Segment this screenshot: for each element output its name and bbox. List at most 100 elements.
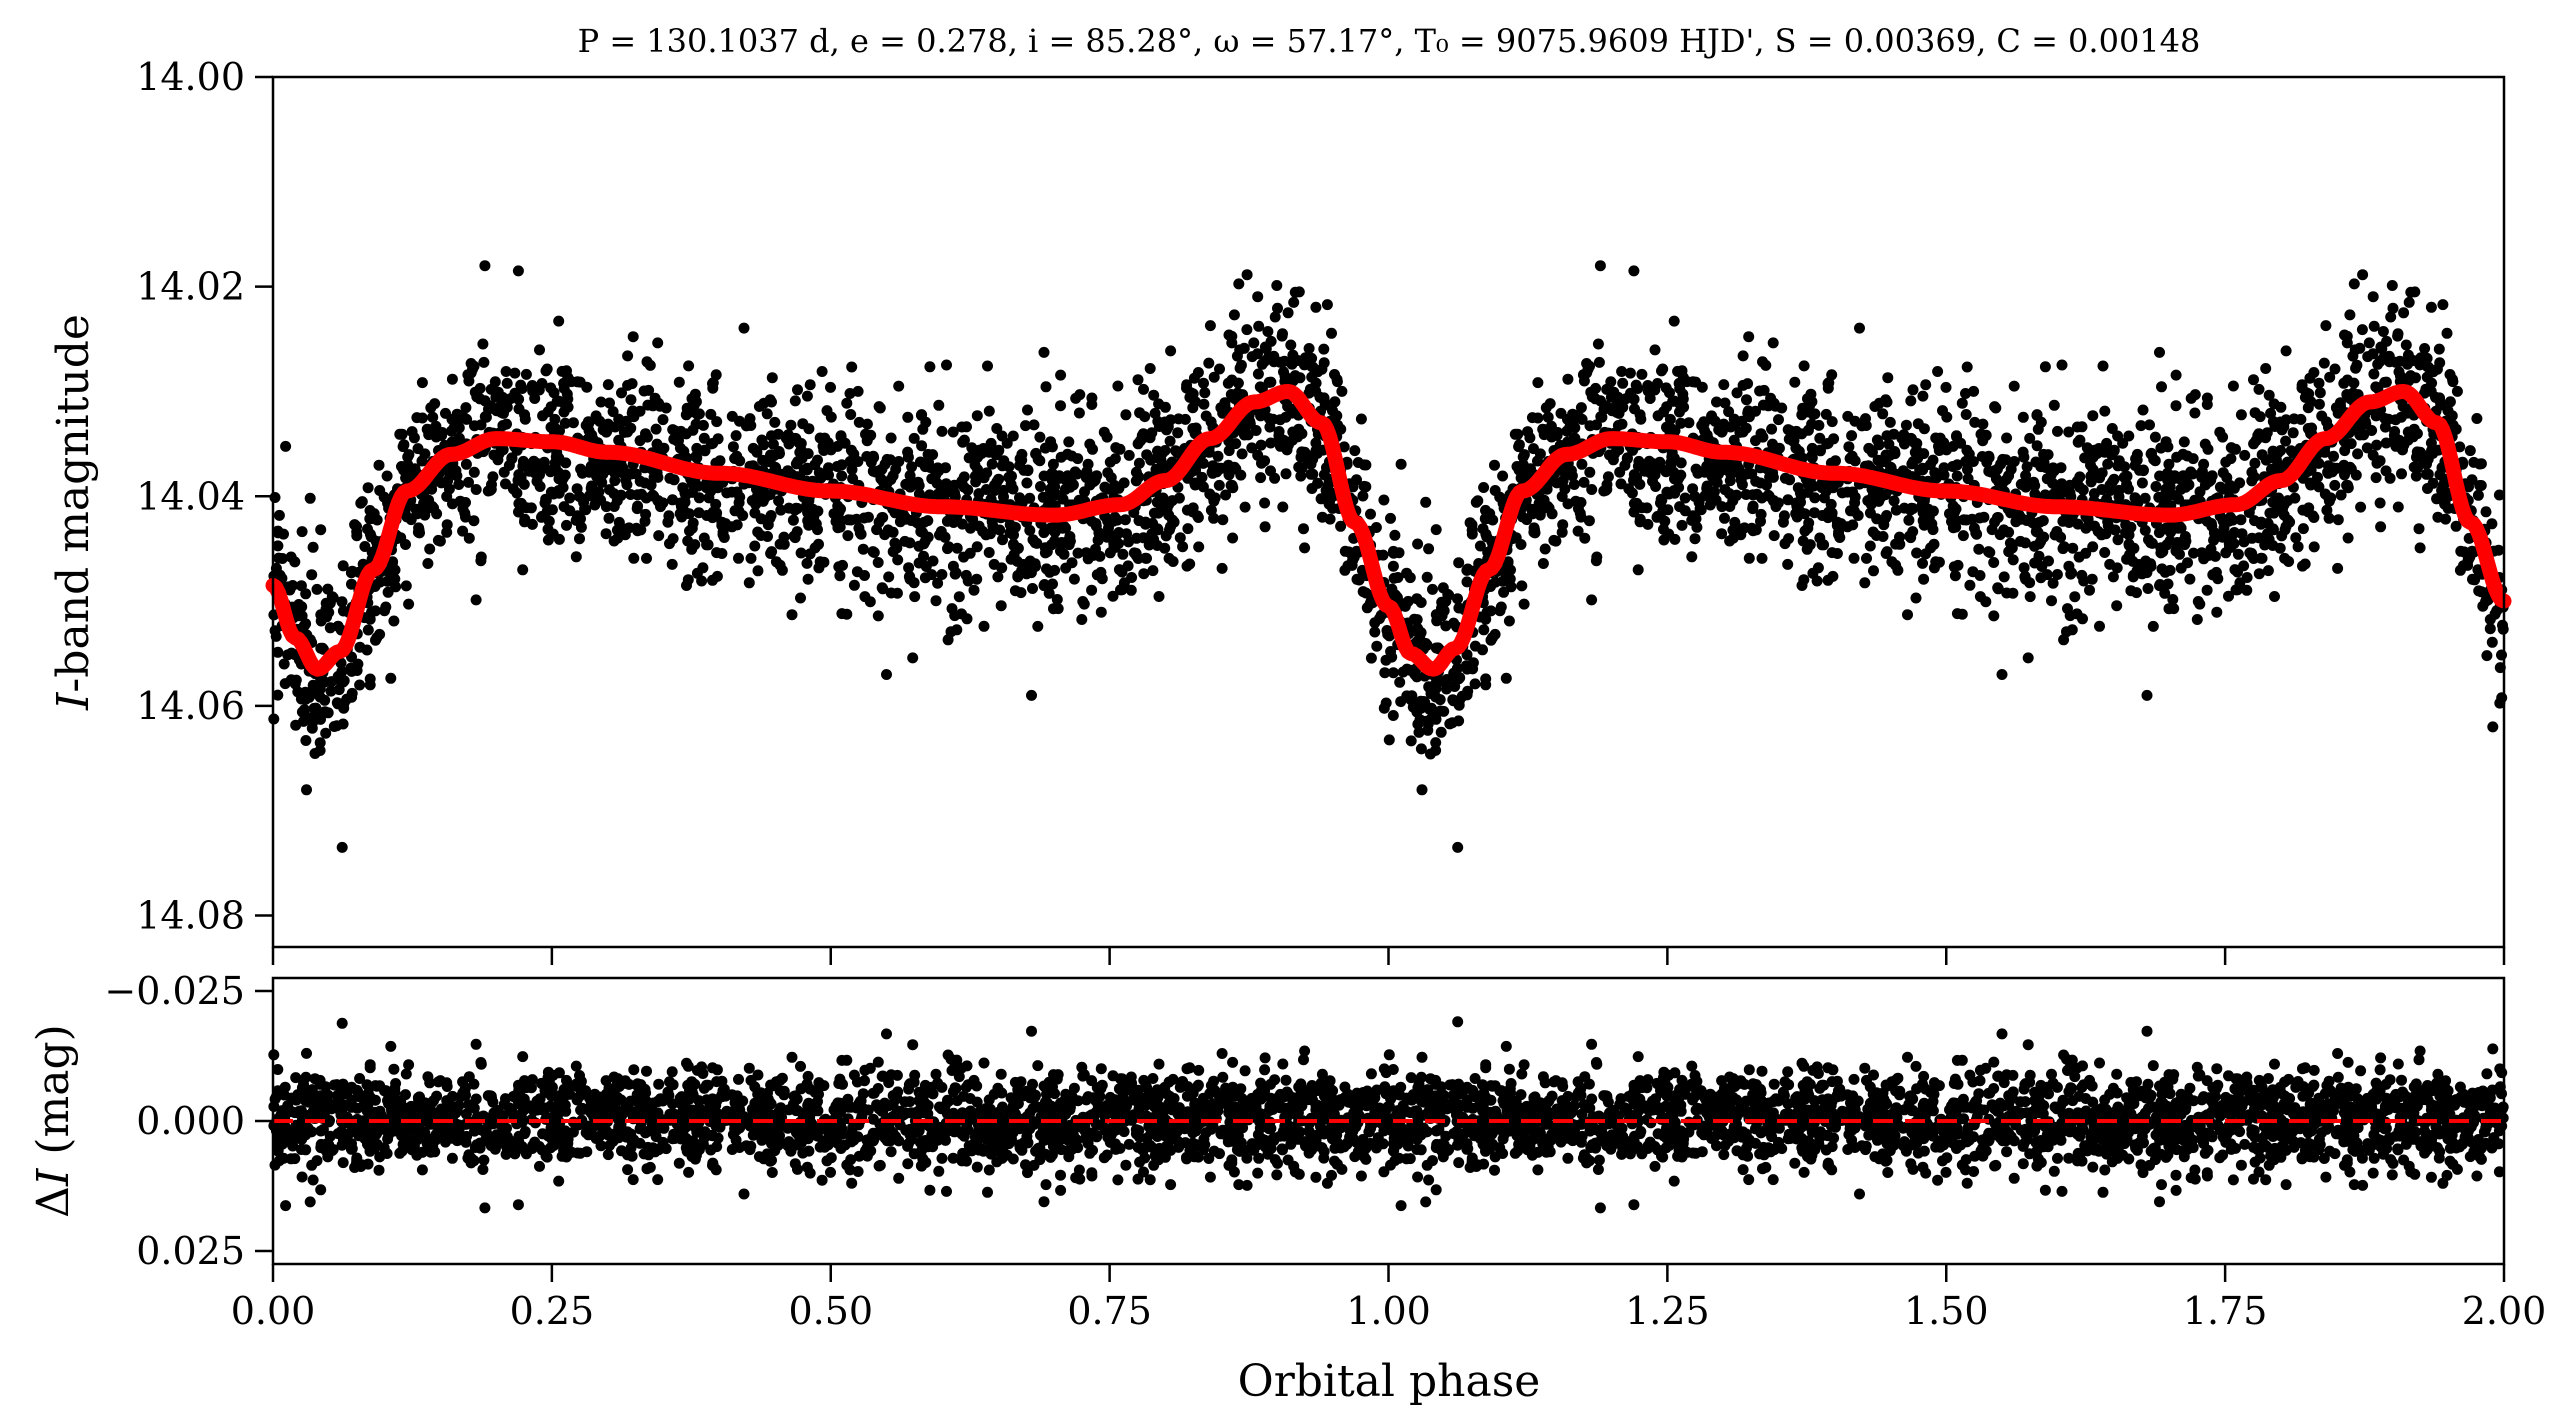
observation-point (693, 507, 705, 519)
observation-point (2057, 515, 2069, 527)
observation-point (1225, 479, 1237, 491)
observation-point (986, 458, 998, 470)
observation-point (432, 534, 444, 546)
observation-point (1420, 496, 1432, 508)
observation-point (2377, 326, 2389, 337)
observation-point (374, 628, 386, 640)
observation-point (2164, 564, 2176, 576)
observation-point (1631, 497, 1643, 509)
observation-point (1026, 689, 1037, 701)
observation-point (911, 516, 923, 528)
observation-point (1462, 563, 1474, 575)
observation-point (503, 459, 515, 471)
observation-point (1557, 475, 1569, 487)
observation-point (1925, 542, 1937, 554)
observation-point (1661, 401, 1673, 413)
observation-point (300, 735, 312, 746)
residual-point (1859, 1062, 1871, 1074)
observation-point (513, 469, 525, 481)
observation-point (1918, 573, 1930, 585)
observation-point (795, 547, 807, 559)
observation-point (1968, 385, 1980, 397)
observation-point (2409, 286, 2421, 298)
observation-point (1903, 514, 1915, 526)
observation-point (2123, 529, 2135, 541)
observation-point (1802, 393, 1813, 405)
observation-point (772, 428, 784, 440)
observation-point (1693, 497, 1705, 508)
observation-point (745, 552, 757, 564)
observation-point (1452, 593, 1463, 605)
observation-point (564, 505, 576, 517)
observation-point (2434, 394, 2446, 406)
observation-point (1282, 401, 1294, 412)
observation-point (1791, 501, 1803, 512)
observation-point (2227, 529, 2239, 541)
observation-point (982, 360, 993, 372)
observation-point (2385, 311, 2397, 323)
observation-point (2022, 652, 2034, 664)
observation-point (2198, 458, 2210, 470)
observation-point (2052, 425, 2063, 437)
observation-point (1003, 461, 1015, 473)
observation-point (903, 562, 915, 574)
observation-point (1868, 565, 1879, 577)
observation-point (1277, 501, 1289, 513)
observation-point (1766, 423, 1778, 435)
residual-point (2052, 1152, 2063, 1164)
observation-point (1232, 387, 1244, 399)
observation-point (1288, 296, 1300, 308)
observation-point (2067, 542, 2079, 554)
observation-point (382, 575, 393, 587)
observation-point (2149, 431, 2161, 443)
observation-point (2192, 596, 2204, 607)
observation-point (1941, 411, 1953, 423)
observation-point (2446, 410, 2458, 422)
observation-point (1512, 428, 1524, 440)
observation-point (1168, 516, 1180, 528)
observation-point (2123, 539, 2135, 551)
observation-point (1737, 350, 1749, 362)
observation-point (1842, 521, 1853, 533)
observation-point (1149, 407, 1161, 419)
observation-point (653, 530, 665, 542)
observation-point (657, 497, 669, 509)
observation-point (1641, 502, 1653, 514)
observation-point (765, 449, 776, 461)
observation-point (1489, 628, 1501, 640)
observation-point (847, 473, 859, 485)
observation-point (1277, 328, 1288, 340)
observation-point (2225, 453, 2237, 465)
observation-point (841, 397, 853, 409)
observation-point (1227, 463, 1239, 475)
observation-point (2313, 457, 2325, 469)
observation-point (867, 546, 879, 558)
observation-point (1437, 582, 1449, 594)
observation-point (457, 525, 469, 537)
observation-point (1996, 669, 2008, 680)
observation-point (1739, 522, 1750, 534)
observation-point (1562, 373, 1574, 385)
observation-point (2123, 430, 2135, 442)
observation-point (2071, 421, 2083, 433)
observation-point (1848, 552, 1860, 564)
observation-point (1897, 465, 1909, 477)
observation-point (1537, 423, 1549, 435)
observation-point (1380, 697, 1392, 709)
observation-point (421, 423, 433, 435)
observation-point (842, 514, 854, 526)
observation-point (1696, 381, 1708, 393)
residual-point (1204, 1171, 1216, 1183)
observation-point (1035, 481, 1046, 492)
observation-point (1957, 530, 1969, 542)
observation-point (2480, 506, 2492, 518)
observation-point (2318, 357, 2330, 369)
observation-point (2299, 558, 2311, 570)
observation-point (1305, 468, 1317, 480)
observation-point (1951, 470, 1963, 482)
observation-point (556, 365, 568, 377)
observation-point (1900, 419, 1912, 431)
observation-point (1583, 515, 1595, 527)
observation-point (852, 385, 864, 397)
